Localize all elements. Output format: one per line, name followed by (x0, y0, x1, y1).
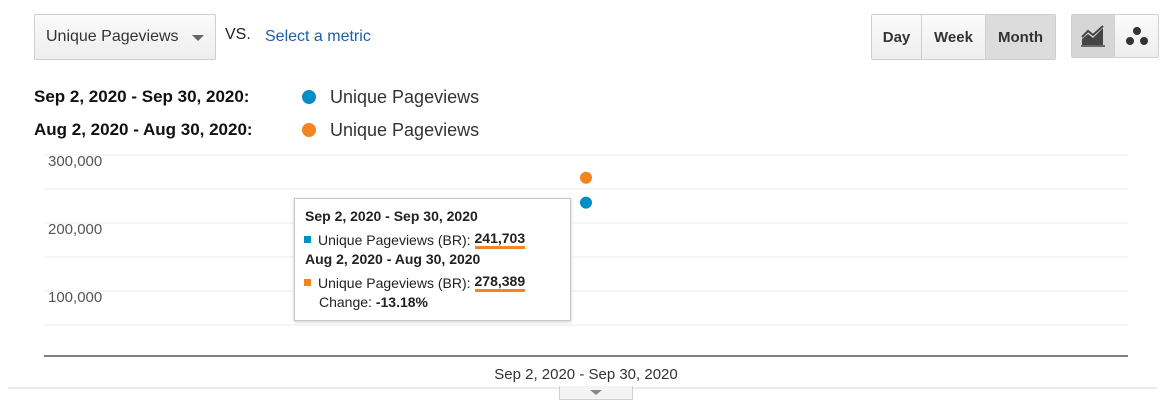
select-metric-link[interactable]: Select a metric (265, 28, 371, 45)
legend-row-current: Sep 2, 2020 - Sep 30, 2020: Unique Pagev… (34, 86, 479, 108)
data-point[interactable] (578, 169, 594, 186)
legend-dot-previous (302, 123, 316, 137)
day-button[interactable]: Day (872, 15, 922, 59)
y-tick-label: 100,000 (48, 289, 102, 306)
tooltip-range-previous: Aug 2, 2020 - Aug 30, 2020 (305, 251, 481, 267)
legend-range-current: Sep 2, 2020 - Sep 30, 2020: (34, 87, 250, 106)
tooltip-swatch-previous (304, 279, 311, 286)
motion-chart-icon (1125, 27, 1148, 45)
tooltip-swatch-current (304, 236, 311, 243)
chevron-down-icon (590, 390, 602, 395)
x-category-label: Sep 2, 2020 - Sep 30, 2020 (494, 366, 677, 383)
chart-type-toggle (1071, 14, 1159, 58)
line-chart-icon (1081, 25, 1105, 47)
tooltip-range-current: Sep 2, 2020 - Sep 30, 2020 (305, 208, 478, 224)
motion-chart-button[interactable] (1115, 15, 1158, 57)
line-chart-button[interactable] (1072, 15, 1115, 57)
metric-dropdown-label: Unique Pageviews (46, 28, 179, 45)
month-button[interactable]: Month (986, 15, 1055, 59)
tooltip-row-current: Unique Pageviews (BR): 241,703 (304, 230, 526, 249)
y-tick-label: 200,000 (48, 221, 102, 238)
data-tooltip: Sep 2, 2020 - Sep 30, 2020 Unique Pagevi… (294, 198, 571, 321)
tooltip-label-previous: Unique Pageviews (BR): (318, 274, 471, 291)
expand-drawer-button[interactable] (559, 386, 633, 400)
tooltip-row-previous: Unique Pageviews (BR): 278,389 (304, 273, 526, 292)
legend-metric-current: Unique Pageviews (330, 86, 480, 107)
week-button[interactable]: Week (922, 15, 986, 59)
y-tick-label: 300,000 (48, 153, 102, 170)
tooltip-change-value: -13.18% (375, 294, 428, 310)
data-point[interactable] (578, 194, 594, 211)
chevron-down-icon (192, 35, 204, 41)
vs-label: VS. (225, 26, 251, 43)
period-toggle: Day Week Month (871, 14, 1056, 60)
legend-row-previous: Aug 2, 2020 - Aug 30, 2020: Unique Pagev… (34, 119, 479, 141)
legend-metric-previous: Unique Pageviews (330, 119, 480, 140)
tooltip-value-previous: 278,389 (474, 273, 526, 292)
legend-dot-current (302, 90, 316, 104)
metric-dropdown[interactable]: Unique Pageviews (34, 14, 216, 60)
tooltip-label-current: Unique Pageviews (BR): (318, 231, 471, 248)
tooltip-value-current: 241,703 (474, 230, 526, 249)
tooltip-change: Change: -13.18% (319, 294, 428, 310)
tooltip-change-label: Change: (319, 294, 372, 310)
legend-range-previous: Aug 2, 2020 - Aug 30, 2020: (34, 120, 253, 139)
